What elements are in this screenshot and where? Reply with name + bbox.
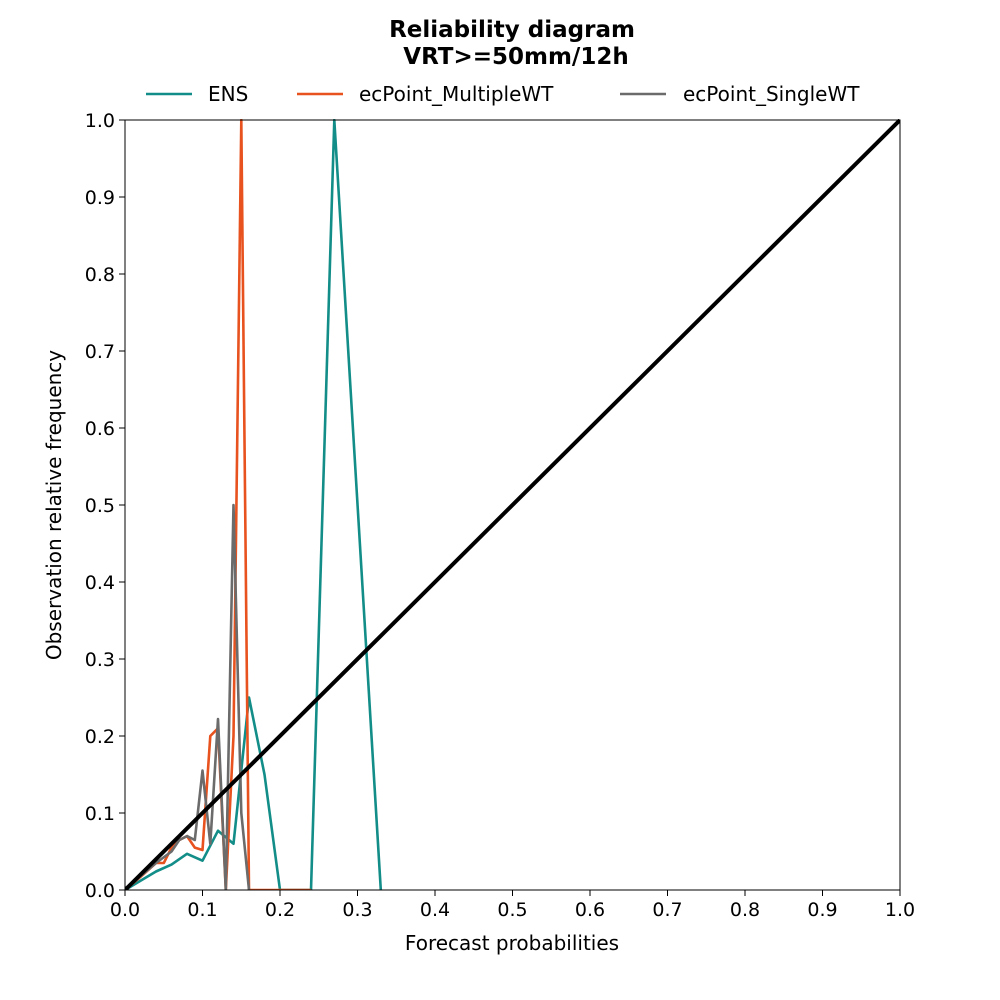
y-axis: 0.0 0.1 0.2 0.3 0.4 0.5 0.6 0.7 0.8 0.9 1.0 — [85, 110, 125, 902]
x-tick-label: 0.3 — [342, 899, 372, 921]
legend-label-ecpoint-multiplewt: ecPoint_MultipleWT — [359, 82, 554, 106]
x-axis: 0.0 0.1 0.2 0.3 0.4 0.5 0.6 0.7 0.8 0.9 1.0 — [110, 890, 915, 921]
x-tick-label: 0.6 — [575, 899, 605, 921]
x-tick-label: 0.4 — [420, 899, 450, 921]
x-tick-label: 0.0 — [110, 899, 140, 921]
x-axis-label: Forecast probabilities — [405, 931, 619, 955]
legend-label-ecpoint-singlewt: ecPoint_SingleWT — [683, 82, 860, 106]
chart-subtitle: VRT>=50mm/12h — [403, 44, 628, 70]
x-tick-label: 0.1 — [187, 899, 217, 921]
y-tick-label: 0.1 — [85, 803, 115, 825]
x-tick-label: 0.9 — [807, 899, 837, 921]
y-tick-label: 0.8 — [85, 264, 115, 286]
diagonal-reference-line — [125, 119, 900, 890]
series-line-ecpoint-multiplewt — [125, 119, 311, 890]
plot-lines — [125, 119, 900, 890]
x-tick-label: 0.8 — [730, 899, 760, 921]
y-tick-label: 0.4 — [85, 572, 115, 594]
y-tick-label: 0.9 — [85, 187, 115, 209]
chart-title: Reliability diagram — [389, 17, 635, 43]
legend-label-ens: ENS — [208, 82, 248, 106]
y-axis-label: Observation relative frequency — [42, 350, 66, 660]
series-line-ecpoint-singlewt — [125, 503, 251, 890]
x-tick-label: 1.0 — [885, 899, 915, 921]
x-tick-label: 0.7 — [652, 899, 682, 921]
y-tick-label: 0.5 — [85, 495, 115, 517]
x-tick-label: 0.2 — [265, 899, 295, 921]
legend: ENS ecPoint_MultipleWT ecPoint_SingleWT — [146, 82, 860, 106]
y-tick-label: 0.0 — [85, 880, 115, 902]
y-tick-label: 0.2 — [85, 726, 115, 748]
y-tick-label: 1.0 — [85, 110, 115, 132]
series-line-ens — [125, 119, 383, 890]
y-tick-label: 0.7 — [85, 341, 115, 363]
x-tick-label: 0.5 — [497, 899, 527, 921]
y-tick-label: 0.6 — [85, 418, 115, 440]
y-tick-label: 0.3 — [85, 649, 115, 671]
